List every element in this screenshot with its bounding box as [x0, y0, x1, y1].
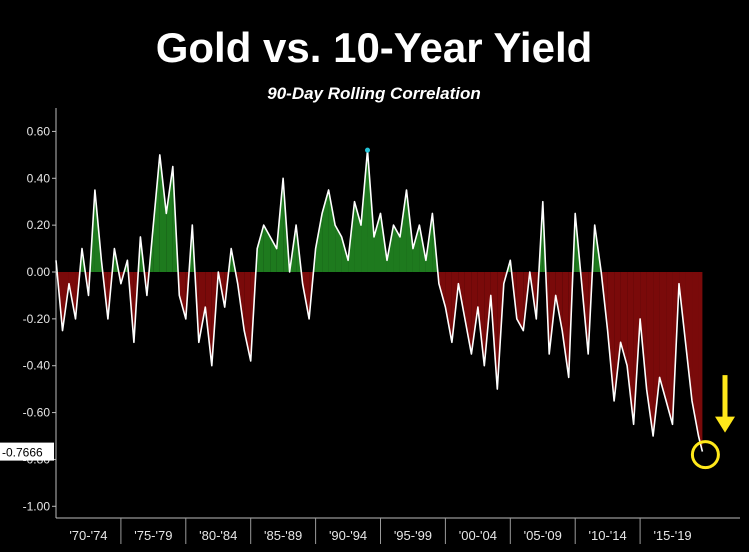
area-segment [328, 190, 336, 272]
y-tick-label: 0.40 [27, 171, 51, 185]
area-segment [361, 150, 368, 272]
area-segment [412, 225, 420, 272]
area-segment [399, 190, 407, 272]
area-segment [555, 272, 563, 331]
area-segment [640, 272, 647, 390]
callout-circle [690, 440, 720, 470]
chart-subtitle: 90-Day Rolling Correlation [267, 84, 480, 103]
down-arrow-head [715, 416, 735, 433]
area-segment [614, 272, 621, 401]
area-segment [562, 272, 569, 378]
area-segment [179, 272, 186, 319]
x-category-label: '15-'19 [653, 528, 691, 543]
area-segment [393, 225, 400, 272]
area-segment [659, 272, 667, 401]
value-callout-box [0, 442, 54, 461]
area-segment [445, 272, 452, 343]
markers: -0.7666 [0, 147, 735, 470]
area-segment [153, 154, 160, 272]
correlation-line [55, 149, 704, 452]
area-segment [692, 272, 699, 436]
area-segment [341, 236, 349, 272]
y-tick-label: -0.40 [23, 359, 51, 373]
area-segment [685, 272, 693, 401]
y-tick-label: 0.60 [27, 124, 51, 138]
area-fills [56, 150, 703, 452]
y-tick-label: -0.20 [23, 312, 51, 326]
area-segment [257, 225, 264, 272]
area-segment [620, 272, 628, 366]
x-category-label: '70-'74 [69, 528, 107, 543]
chart-title: Gold vs. 10-Year Yield [156, 24, 593, 71]
area-segment [205, 272, 212, 366]
area-segment [698, 272, 703, 452]
x-category-label: '85-'89 [264, 528, 302, 543]
area-segment [607, 272, 615, 401]
area-segment [244, 272, 251, 362]
x-category-label: '00-'04 [459, 528, 497, 543]
area-segment [263, 225, 271, 272]
value-callout-label: -0.7666 [2, 446, 43, 460]
y-tick-label: -1.00 [23, 499, 51, 513]
area-segment [666, 272, 673, 425]
y-tick-label: 0.00 [27, 265, 51, 279]
x-category-label: '80-'84 [199, 528, 237, 543]
area-segment [627, 272, 634, 425]
area-segment [471, 272, 478, 354]
area-segment [315, 213, 323, 272]
area-segment [335, 225, 342, 272]
area-segment [159, 154, 167, 272]
area-segment [270, 236, 277, 272]
area-segment [464, 272, 472, 354]
x-category-label: '05-'09 [524, 528, 562, 543]
x-category-label: '95-'99 [394, 528, 432, 543]
y-tick-label: -0.60 [23, 406, 51, 420]
area-segment [477, 272, 485, 366]
area-segment [354, 201, 362, 272]
area-segment [166, 166, 173, 272]
x-category-label: '75-'79 [134, 528, 172, 543]
peak-marker [365, 147, 371, 153]
area-segment [653, 272, 660, 436]
area-segment [198, 272, 206, 343]
x-categories: '70-'74 '75-'79 '80-'84 '85-'89 '90-'94 '95-'… [69, 518, 692, 544]
plot-area: 0.600.400.200.00-0.20-0.40-0.60-0.80-1.0… [0, 108, 740, 544]
area-segment [374, 213, 381, 272]
x-category-label: '10-'14 [589, 528, 627, 543]
area-segment [516, 272, 524, 331]
y-tick-label: 0.20 [27, 218, 51, 232]
x-category-label: '90-'94 [329, 528, 367, 543]
